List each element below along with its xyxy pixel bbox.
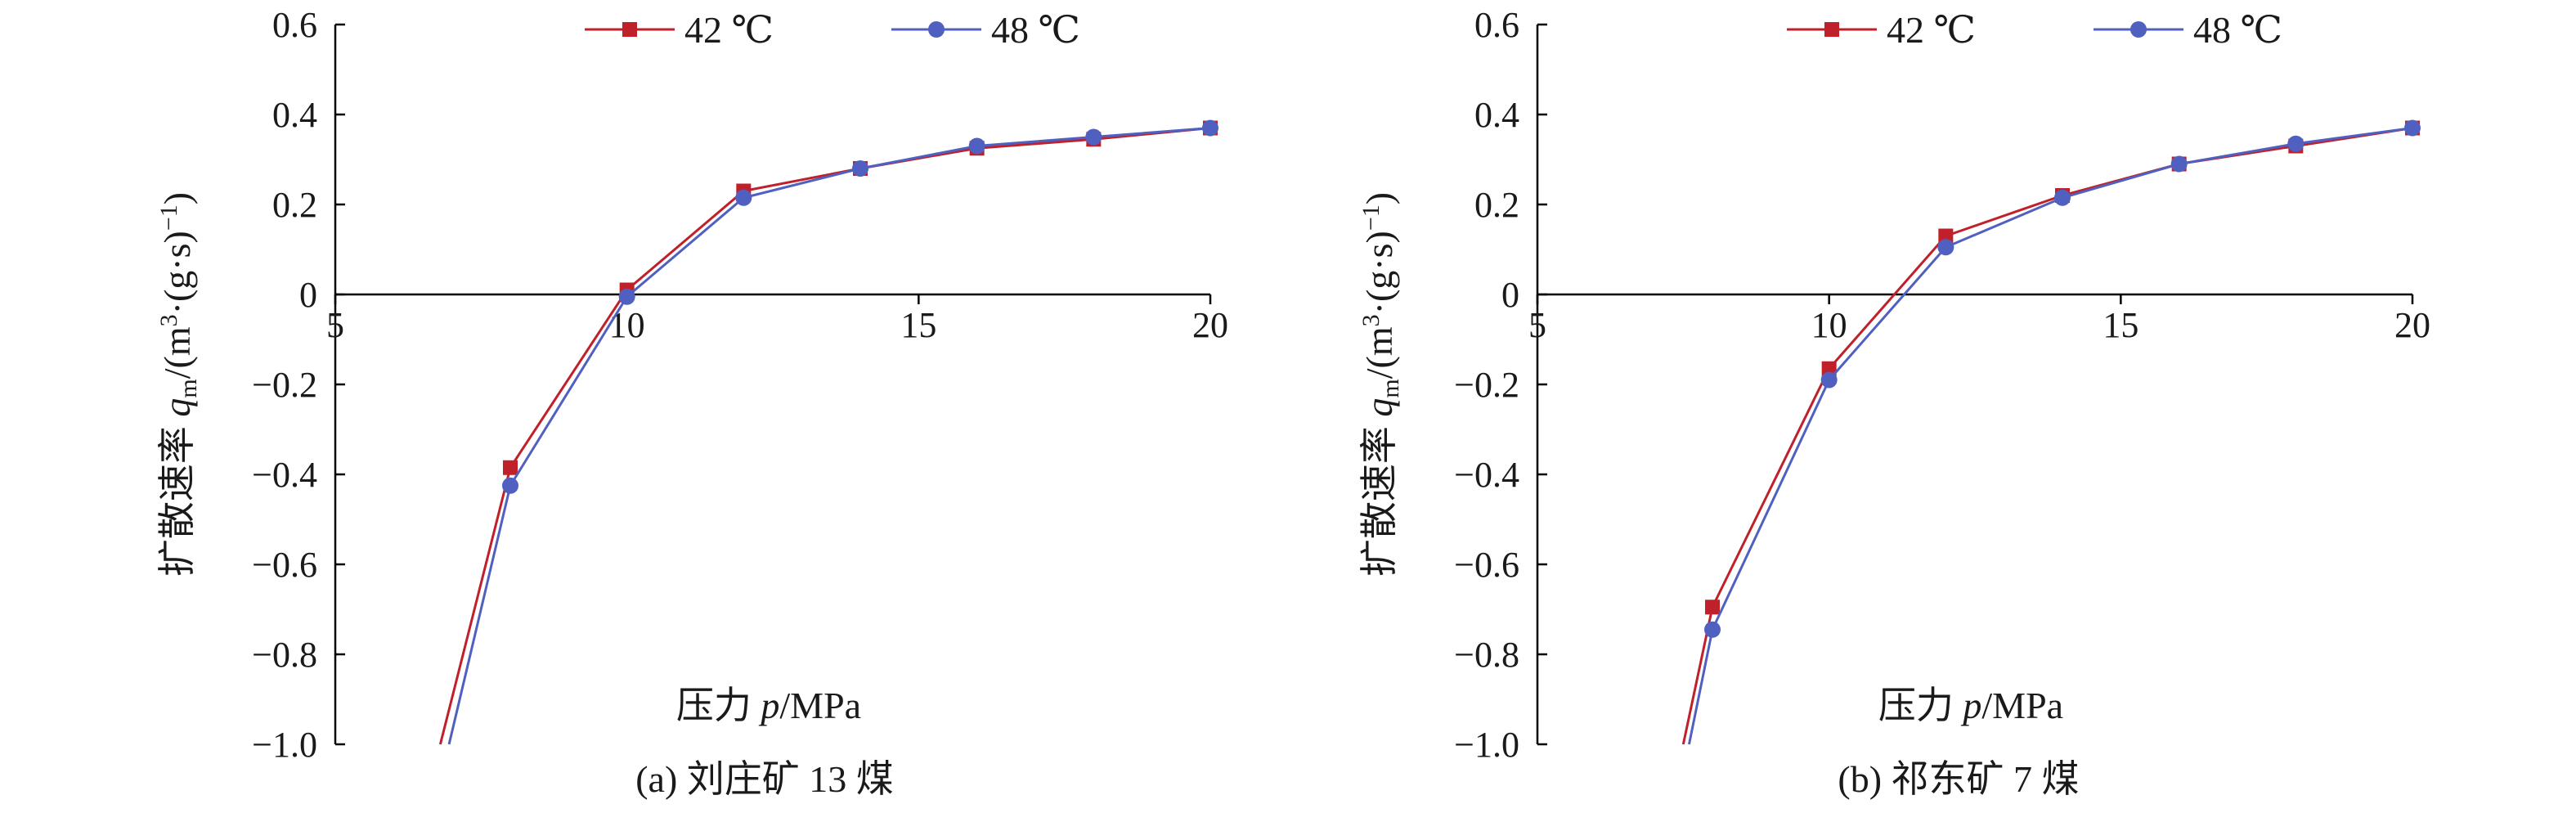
y-label-var: q xyxy=(156,398,198,417)
y-label-text: 扩散速率 xyxy=(156,417,198,577)
series-line xyxy=(447,127,1211,745)
y-axis-label: 扩散速率 qm/(m3·(g·s)−1) xyxy=(155,192,202,577)
x-tick-label: 5 xyxy=(1528,305,1546,345)
x-tick-label: 5 xyxy=(326,305,344,345)
data-point xyxy=(852,160,868,177)
data-point xyxy=(1938,228,1954,244)
legend-marker xyxy=(622,22,637,37)
x-axis-label: 压力 p/MPa xyxy=(676,685,861,726)
data-point xyxy=(1705,600,1720,615)
legend-label: 42 ℃ xyxy=(1887,9,1976,51)
y-label-var: q xyxy=(1358,398,1400,417)
chart-caption: (b) 祁东矿 7 煤 xyxy=(1838,758,2079,800)
y-tick-label: 0 xyxy=(1501,275,1519,315)
y-tick-label: −0.8 xyxy=(1454,635,1519,675)
x-label-var: p xyxy=(758,685,779,726)
data-point xyxy=(1820,371,1838,389)
y-tick-label: 0.4 xyxy=(272,95,317,135)
legend-marker xyxy=(2130,21,2147,38)
x-tick-label: 10 xyxy=(609,305,645,345)
y-tick-label: −0.4 xyxy=(252,455,317,495)
x-label-unit: /MPa xyxy=(1981,685,2063,726)
data-point xyxy=(735,189,752,206)
legend-item: 48 ℃ xyxy=(2094,9,2282,51)
chart-caption: (a) 刘庄矿 13 煤 xyxy=(635,758,894,800)
y-tick-label: −0.2 xyxy=(252,365,317,405)
legend-item: 42 ℃ xyxy=(1787,9,1976,51)
y-label-sup: −1 xyxy=(1358,204,1384,231)
series-1 xyxy=(1687,119,2421,745)
chart-panel-0: 0.6 0.4 0.2 0 −0.2 −0.4 −0.6 −0.8 −1.0 5 10 15 20 42 … xyxy=(155,5,1228,800)
y-tick-label: 0.2 xyxy=(1474,185,1519,225)
legend-label: 48 ℃ xyxy=(2193,9,2282,51)
y-tick-label: −1.0 xyxy=(252,725,317,765)
data-point xyxy=(968,137,985,155)
y-label-unit: ) xyxy=(156,192,198,204)
y-tick-label: 0.2 xyxy=(272,185,317,225)
x-tick-label: 20 xyxy=(2394,305,2430,345)
y-tick-label: −0.4 xyxy=(1454,455,1519,495)
legend-label: 42 ℃ xyxy=(684,9,774,51)
x-tick-label: 10 xyxy=(1811,305,1847,345)
series-0 xyxy=(1681,120,2420,745)
y-tick-label: −0.2 xyxy=(1454,365,1519,405)
y-label-sup: 3 xyxy=(155,314,182,326)
y-tick-label: −0.8 xyxy=(252,635,317,675)
y-label-sub: m xyxy=(175,379,202,398)
y-label-sub: m xyxy=(1377,379,1404,398)
y-tick-label: 0.6 xyxy=(1474,5,1519,45)
x-axis-label: 压力 p/MPa xyxy=(1878,685,2063,726)
series-line xyxy=(1681,127,2413,745)
data-point xyxy=(503,460,518,475)
y-tick-label: −0.6 xyxy=(1454,545,1519,585)
legend-item: 48 ℃ xyxy=(891,9,1080,51)
legend-label: 48 ℃ xyxy=(991,9,1080,51)
series-1 xyxy=(447,119,1218,745)
series-0 xyxy=(438,120,1218,745)
y-axis-label: 扩散速率 qm/(m3·(g·s)−1) xyxy=(1358,192,1404,577)
data-point xyxy=(2404,119,2421,137)
legend-marker xyxy=(928,21,945,38)
x-label-text: 压力 xyxy=(676,685,761,726)
chart-panel-1: 0.6 0.4 0.2 0 −0.2 −0.4 −0.6 −0.8 −1.0 5 10 15 20 42 … xyxy=(1358,5,2430,800)
y-tick-label: 0 xyxy=(299,275,317,315)
y-label-unit: /(m xyxy=(1358,326,1400,379)
series-line xyxy=(1687,127,2413,745)
x-tick-label: 20 xyxy=(1192,305,1228,345)
y-tick-label: −0.6 xyxy=(252,545,317,585)
data-point xyxy=(1202,119,1218,137)
data-point xyxy=(1821,361,1837,376)
y-label-unit: ·(g·s) xyxy=(1358,231,1400,314)
data-point xyxy=(1704,621,1721,638)
legend-marker xyxy=(1824,22,1839,37)
y-tick-label: −1.0 xyxy=(1454,725,1519,765)
data-point xyxy=(1085,128,1102,146)
x-label-unit: /MPa xyxy=(779,685,861,726)
data-point xyxy=(2170,155,2188,173)
y-label-unit: ·(g·s) xyxy=(156,231,198,314)
y-label-text: 扩散速率 xyxy=(1358,417,1400,577)
data-point xyxy=(2054,189,2071,206)
y-label-sup: −1 xyxy=(155,204,182,231)
series-line xyxy=(438,127,1211,745)
data-point xyxy=(618,288,635,305)
x-label-text: 压力 xyxy=(1878,685,1963,726)
y-tick-label: 0.4 xyxy=(1474,95,1519,135)
legend-item: 42 ℃ xyxy=(585,9,774,51)
y-label-unit: ) xyxy=(1358,192,1400,204)
data-point xyxy=(1937,239,1954,256)
y-label-sup: 3 xyxy=(1358,314,1384,326)
y-label-unit: /(m xyxy=(156,326,198,379)
x-label-var: p xyxy=(1960,685,1981,726)
x-tick-label: 15 xyxy=(2103,305,2138,345)
data-point xyxy=(502,477,518,494)
y-tick-label: 0.6 xyxy=(272,5,317,45)
data-point xyxy=(2287,135,2304,152)
x-tick-label: 15 xyxy=(900,305,936,345)
